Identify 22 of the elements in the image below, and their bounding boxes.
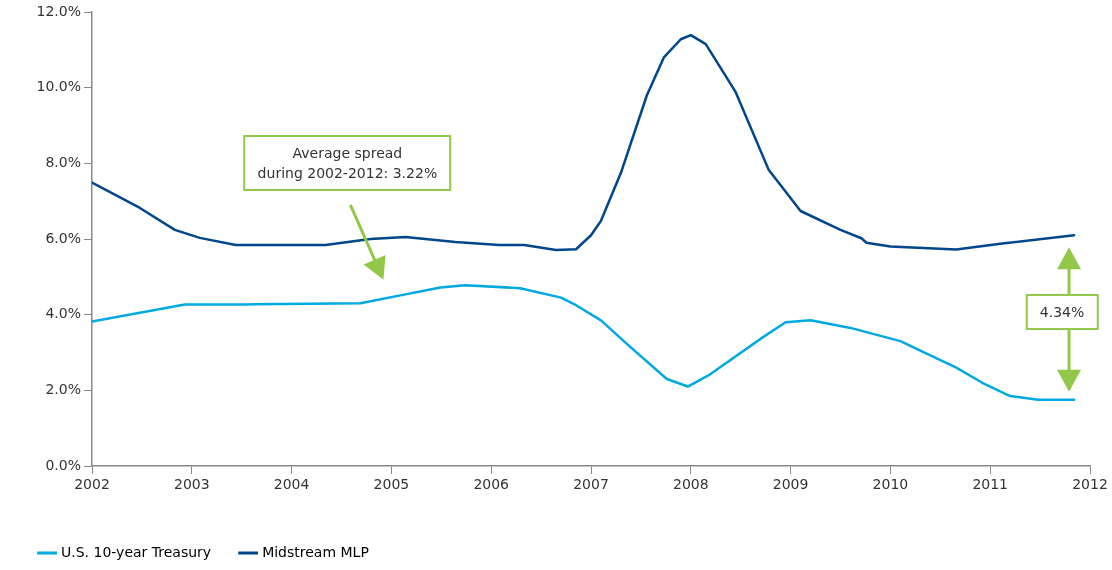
x-tick-label: 2008 — [672, 476, 709, 493]
y-tick-label: 0.0% — [45, 456, 81, 473]
legend-label: U.S. 10-year Treasury — [61, 543, 212, 560]
x-tick-label: 2011 — [972, 476, 1009, 493]
y-tick-label: 2.0% — [45, 380, 81, 397]
x-tick-label: 2009 — [772, 476, 809, 493]
y-tick-label: 10.0% — [36, 78, 81, 95]
x-tick-label: 2005 — [373, 476, 410, 493]
y-tick-label: 12.0% — [36, 2, 81, 19]
legend-label: Midstream MLP — [262, 543, 369, 560]
x-tick-label: 2004 — [273, 476, 310, 493]
y-tick-label: 6.0% — [45, 229, 81, 246]
x-tick-label: 2012 — [1072, 476, 1108, 493]
x-tick-label: 2002 — [74, 476, 110, 493]
x-tick-label: 2006 — [473, 476, 510, 493]
annotation: Average spread during 2002-2012: 3.22% — [243, 134, 452, 191]
y-tick-label: 4.0% — [45, 305, 81, 322]
x-tick-label: 2003 — [173, 476, 210, 493]
y-tick-label: 8.0% — [45, 153, 81, 170]
x-tick-label: 2007 — [573, 476, 609, 493]
x-tick-label: 2010 — [872, 476, 909, 493]
annotation: 4.34% — [1025, 293, 1099, 330]
